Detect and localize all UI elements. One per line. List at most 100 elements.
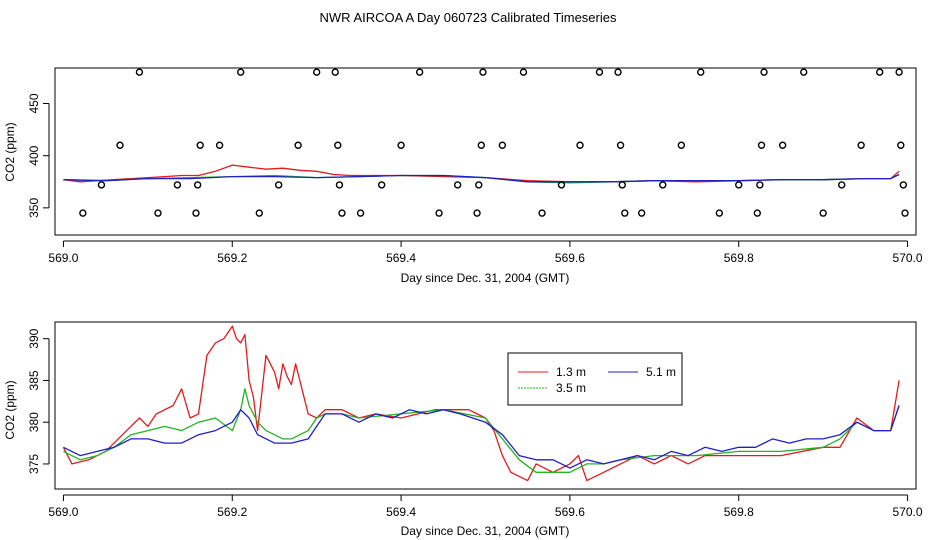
top-x-tick-label: 569.6 [555, 251, 585, 265]
top-plot-frame [54, 67, 917, 236]
reference-point [116, 141, 124, 149]
figure-title: NWR AIRCOA A Day 060723 Calibrated Times… [320, 10, 617, 25]
reference-point [193, 181, 202, 189]
bottom-y-tick-label: 375 [27, 454, 41, 474]
reference-point [274, 181, 283, 189]
reference-point [415, 68, 424, 76]
bottom-x-ticks: 569.0 569.2 569.4 569.6 569.8 570.0 [48, 494, 923, 519]
reference-point [621, 209, 629, 217]
top-x-tick-label: 569.4 [386, 251, 416, 265]
reference-point [477, 141, 485, 149]
reference-point [519, 68, 528, 76]
bottom-series-lines [62, 325, 900, 482]
reference-point [677, 141, 686, 149]
top-x-axis-label: Day since Dec. 31, 2004 (GMT) [401, 271, 570, 285]
top-x-tick-label: 570.0 [893, 251, 923, 265]
reference-point [475, 181, 483, 189]
reference-point [595, 68, 604, 76]
bottom-y-tick-label: 380 [27, 412, 41, 432]
bottom-x-tick-label: 569.0 [48, 505, 78, 519]
reference-point [897, 141, 905, 149]
reference-point [312, 68, 321, 76]
reference-point [97, 181, 106, 189]
reference-point [377, 181, 386, 189]
legend-box [507, 352, 683, 406]
reference-point [173, 181, 182, 189]
reference-point [756, 181, 764, 189]
bottom-plot-frame [54, 321, 917, 490]
reference-point [637, 209, 646, 217]
reference-point [895, 68, 903, 76]
bottom-x-tick-label: 569.4 [386, 505, 416, 519]
reference-point [760, 68, 768, 76]
reference-point [901, 209, 909, 217]
reference-point [237, 68, 245, 76]
reference-point [876, 68, 884, 76]
reference-point [753, 209, 762, 217]
bottom-x-tick-label: 570.0 [893, 505, 923, 519]
top-series-5-1m [63, 173, 900, 183]
reference-point [435, 209, 443, 217]
legend-label-3-5m: 3.5 m [556, 381, 586, 395]
top-x-ticks: 569.0 569.2 569.4 569.6 569.8 570.0 [48, 240, 923, 265]
reference-point [618, 181, 626, 189]
reference-point [335, 181, 344, 189]
reference-point [498, 141, 507, 149]
top-reference-points [79, 68, 909, 217]
bottom-y-axis-label: CO2 (ppm) [3, 380, 17, 439]
bottom-panel: 569.0 569.2 569.4 569.6 569.8 570.0 375 380 385… [3, 321, 923, 538]
top-x-tick-label: 569.8 [724, 251, 754, 265]
reference-point [453, 181, 462, 189]
reference-point [819, 209, 827, 217]
legend-label-5-1m: 5.1 m [646, 365, 676, 379]
reference-point [473, 209, 481, 217]
reference-point [697, 68, 705, 76]
bottom-y-ticks: 375 380 385 390 [27, 328, 50, 474]
bottom-x-tick-label: 569.2 [217, 505, 247, 519]
reference-point [538, 209, 546, 217]
reference-point [397, 141, 405, 149]
top-x-tick-label: 569.0 [48, 251, 78, 265]
reference-point [479, 68, 487, 76]
top-x-tick-label: 569.2 [217, 251, 247, 265]
reference-point [154, 209, 162, 217]
reference-point [576, 141, 584, 149]
reference-point [331, 68, 339, 76]
top-y-tick-label: 350 [27, 198, 41, 218]
reference-point [838, 181, 846, 189]
reference-point [735, 181, 743, 189]
reference-point [778, 141, 787, 149]
reference-point [899, 181, 908, 189]
top-y-axis-label: CO2 (ppm) [3, 122, 17, 181]
bottom-y-tick-label: 390 [27, 328, 41, 348]
bottom-x-tick-label: 569.8 [724, 505, 754, 519]
bottom-x-tick-label: 569.6 [555, 505, 585, 519]
reference-point [196, 141, 204, 149]
reference-point [192, 209, 200, 217]
reference-point [614, 68, 622, 76]
reference-point [757, 141, 766, 149]
bottom-x-axis-label: Day since Dec. 31, 2004 (GMT) [401, 524, 570, 538]
reference-point [616, 141, 625, 149]
reference-point [255, 209, 263, 217]
reference-point [135, 68, 144, 76]
bottom-y-tick-label: 385 [27, 370, 41, 390]
reference-point [334, 141, 342, 149]
top-y-ticks: 350 400 450 [27, 93, 50, 218]
legend-label-1-3m: 1.3 m [556, 365, 586, 379]
reference-point [557, 181, 566, 189]
top-y-tick-label: 450 [27, 93, 41, 113]
reference-point [857, 141, 865, 149]
bottom-series-3-5m [63, 388, 900, 473]
reference-point [215, 141, 224, 149]
reference-point [659, 181, 667, 189]
reference-point [79, 209, 87, 217]
bottom-series-1-3m [62, 325, 900, 482]
top-y-tick-label: 400 [27, 145, 41, 165]
legend: 1.3 m 3.5 m 5.1 m [507, 352, 683, 406]
reference-point [294, 141, 302, 149]
reference-point [715, 209, 724, 217]
reference-point [338, 209, 346, 217]
reference-point [800, 68, 808, 76]
